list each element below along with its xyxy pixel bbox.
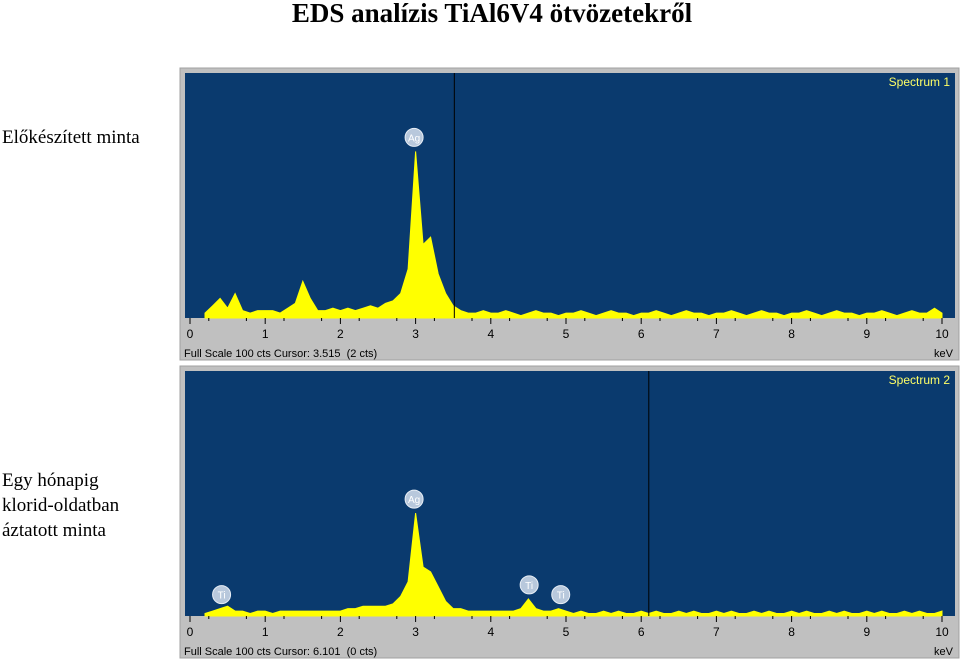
spectrum-area	[204, 513, 943, 617]
side-caption: Egy hónapig	[2, 470, 99, 491]
x-tick-label: 8	[788, 625, 795, 639]
peak-marker	[519, 575, 539, 595]
x-tick-label: 6	[638, 327, 645, 341]
footer: Full Scale 100 cts Cursor: 6.101 (0 cts)	[184, 646, 377, 658]
x-tick-label: 7	[713, 327, 720, 341]
plot-area	[185, 73, 955, 318]
slide-title: EDS analízis TiAl6V4 ötvözetekről	[292, 0, 693, 28]
x-tick-label: 2	[337, 625, 344, 639]
peak-label: Ti	[218, 591, 226, 602]
x-tick-label: 4	[487, 327, 494, 341]
x-tick-label: 4	[487, 625, 494, 639]
x-tick-label: 7	[713, 625, 720, 639]
peak-marker	[404, 489, 424, 509]
x-axis-label: keV	[934, 646, 954, 658]
x-tick-label: 9	[863, 625, 870, 639]
x-tick-label: 5	[563, 327, 570, 341]
x-tick-label: 10	[935, 327, 949, 341]
x-tick-label: 8	[788, 327, 795, 341]
peak-label: Ti	[525, 581, 533, 592]
x-tick-label: 5	[563, 625, 570, 639]
spectrum-area	[204, 151, 943, 319]
x-axis-label: keV	[934, 348, 954, 360]
footer: Full Scale 100 cts Cursor: 3.515 (2 cts)	[184, 348, 377, 360]
peak-label: Ti	[557, 591, 565, 602]
x-tick-label: 3	[412, 625, 419, 639]
plot-area	[185, 371, 955, 616]
x-tick-label: 3	[412, 327, 419, 341]
side-caption: klorid-oldatban	[2, 495, 120, 516]
peak-marker	[404, 127, 424, 147]
peak-label: Ag	[408, 495, 420, 506]
spectrum-title: Spectrum 1	[889, 75, 951, 89]
peak-label: Ag	[408, 133, 420, 144]
x-tick-label: 1	[262, 625, 269, 639]
peak-marker	[551, 585, 571, 605]
peak-marker	[212, 585, 232, 605]
x-tick-label: 2	[337, 327, 344, 341]
x-tick-label: 6	[638, 625, 645, 639]
side-caption: áztatott minta	[2, 520, 107, 541]
x-tick-label: 0	[187, 625, 194, 639]
x-tick-label: 1	[262, 327, 269, 341]
spectrum-title: Spectrum 2	[889, 373, 951, 387]
x-tick-label: 9	[863, 327, 870, 341]
x-tick-label: 0	[187, 327, 194, 341]
side-caption: Előkészített minta	[2, 127, 140, 148]
x-tick-label: 10	[935, 625, 949, 639]
